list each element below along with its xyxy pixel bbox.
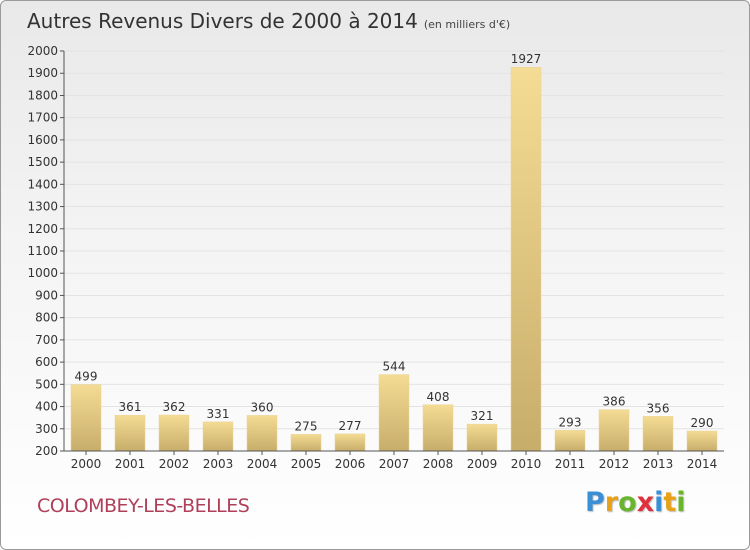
data-label-2005: 275 [295,419,318,433]
data-label-2002: 362 [163,400,186,414]
y-tick-label-1600: 1600 [27,133,58,147]
bar-2014 [686,430,718,452]
y-tick-label-900: 900 [35,288,58,302]
y-tick-label-1100: 1100 [27,244,58,258]
bar-2007 [378,374,410,452]
x-tick-label-2002: 2002 [159,457,190,471]
logo-letter-2: o [618,487,637,518]
x-tick-label-2011: 2011 [555,457,586,471]
logo-letter-4: i [654,487,664,518]
bar-2009 [466,423,498,452]
y-tick-label-1500: 1500 [27,155,58,169]
y-tick-label-600: 600 [35,355,58,369]
bar-2006 [334,433,366,452]
chart-title: Autres Revenus Divers de 2000 à 2014 (en … [27,9,510,33]
data-label-2004: 360 [251,400,274,414]
y-tick-label-500: 500 [35,377,58,391]
y-tick-label-1200: 1200 [27,222,58,236]
logo-letter-3: x [636,487,655,518]
bar-2001 [114,414,146,452]
y-tick-label-1400: 1400 [27,177,58,191]
data-label-2000: 499 [75,370,98,384]
data-label-2003: 331 [207,407,230,421]
bar-2005 [290,434,322,452]
bar-2011 [554,430,586,452]
data-label-2007: 544 [383,360,406,374]
x-tick-label-2007: 2007 [379,457,410,471]
bar-2010 [510,66,542,452]
y-tick-label-800: 800 [35,311,58,325]
bar-2003 [202,421,234,452]
bar-2008 [422,404,454,452]
x-tick-label-2010: 2010 [511,457,542,471]
commune-name: COLOMBEY-LES-BELLES [37,495,250,517]
x-tick-label-2005: 2005 [291,457,322,471]
logo-letter-6: i [676,487,686,518]
bar-2013 [642,416,674,452]
x-tick-label-2006: 2006 [335,457,366,471]
data-label-2013: 356 [647,401,670,415]
x-tick-label-2009: 2009 [467,457,498,471]
x-tick-label-2012: 2012 [599,457,630,471]
data-label-2006: 277 [339,419,362,433]
data-label-2001: 361 [119,400,142,414]
y-tick-label-1300: 1300 [27,200,58,214]
data-label-2012: 386 [603,395,626,409]
bar-2000 [70,384,102,452]
y-tick-label-300: 300 [35,422,58,436]
y-tick-label-200: 200 [35,444,58,458]
x-tick-label-2001: 2001 [115,457,146,471]
x-tick-label-2003: 2003 [203,457,234,471]
logo-letter-1: r [604,487,619,518]
data-label-2010: 1927 [511,52,542,66]
proxiti-logo: Proxiti [585,487,686,518]
data-label-2008: 408 [427,390,450,404]
y-tick-label-1900: 1900 [27,66,58,80]
title-text: Autres Revenus Divers de 2000 à 2014 [27,9,418,33]
logo-letter-5: t [663,487,677,518]
data-label-2011: 293 [559,415,582,429]
x-tick-label-2004: 2004 [247,457,278,471]
y-tick-label-2000: 2000 [27,44,58,58]
data-label-2014: 290 [691,416,714,430]
x-tick-label-2014: 2014 [687,457,718,471]
data-label-2009: 321 [471,409,494,423]
x-tick-label-2013: 2013 [643,457,674,471]
x-tick-label-2008: 2008 [423,457,454,471]
y-tick-label-700: 700 [35,333,58,347]
bar-2012 [598,409,630,452]
bar-2002 [158,414,190,452]
bar-2004 [246,415,278,452]
y-tick-label-1800: 1800 [27,88,58,102]
y-tick-label-1700: 1700 [27,111,58,125]
y-tick-label-1000: 1000 [27,266,58,280]
chart-subtitle: (en milliers d'€) [423,18,511,31]
x-tick-label-2000: 2000 [71,457,102,471]
logo-letter-0: P [585,487,605,518]
y-tick-label-400: 400 [35,400,58,414]
